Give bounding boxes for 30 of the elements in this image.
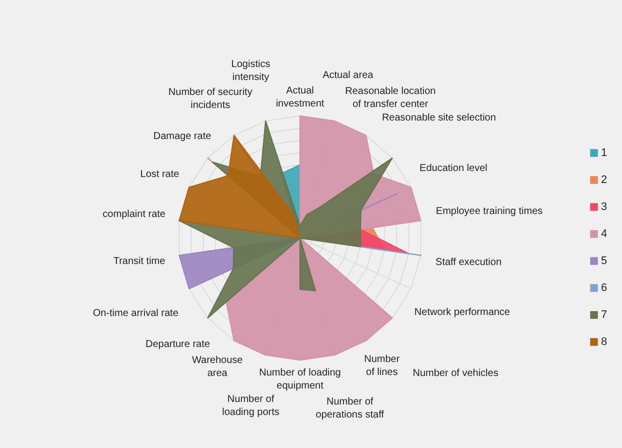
spoke-label: Warehouse area [192, 355, 244, 380]
spoke-label: Transit time [113, 256, 166, 268]
spoke-label: Staff execution [436, 257, 502, 268]
legend-label: 2 [601, 174, 608, 186]
spoke-label: On-time arrival rate [92, 308, 179, 320]
spoke-label: complaint rate [102, 209, 166, 220]
spoke-label: Education level [420, 162, 488, 174]
legend-label: 5 [601, 255, 608, 267]
spoke-label: Number of operations staff [316, 396, 384, 420]
legend-label: 3 [601, 201, 608, 213]
spoke-label: Actual area [322, 70, 374, 81]
spoke-label: Reasonable location of transfer center [345, 86, 436, 110]
legend-label: 4 [601, 228, 608, 240]
spoke-label: Actual investment [276, 86, 324, 110]
spoke-label: Departure rate [145, 338, 210, 350]
spoke-label: Damage rate [153, 130, 212, 142]
legend-label: 8 [601, 336, 608, 348]
legend-label: 7 [601, 309, 608, 321]
spoke-label: Number of loading ports [222, 394, 280, 418]
spoke-label: Reasonable site selection [382, 112, 496, 124]
spoke-label: Number of lines [364, 354, 400, 378]
spoke-label: Number of loading equipment [259, 368, 341, 392]
legend-label: 6 [601, 282, 608, 294]
spoke-label: Number of vehicles [412, 368, 498, 379]
legend-label: 1 [601, 147, 608, 159]
spoke-label: Network performance [414, 307, 510, 318]
spoke-label: Lost rate [140, 168, 180, 180]
spoke-label: Number of security incidents [168, 87, 252, 112]
spoke-label: Employee training times [436, 206, 543, 217]
spoke-label: Logistics intensity [231, 58, 270, 83]
